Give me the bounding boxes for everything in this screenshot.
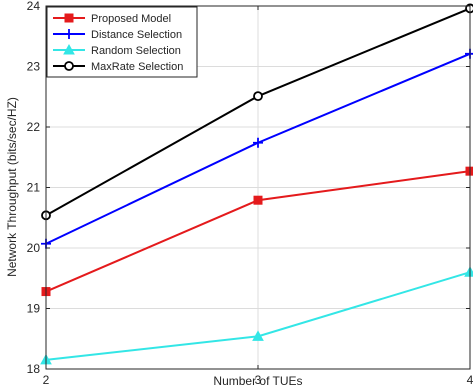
y-axis-label: Network Throughput (bits/sec/HZ)	[5, 97, 19, 277]
data-point	[253, 137, 263, 148]
legend-label: MaxRate Selection	[91, 61, 183, 73]
y-tick-label: 18	[27, 362, 41, 376]
legend-marker	[64, 61, 74, 71]
legend-label: Distance Selection	[91, 29, 182, 41]
y-tick-label: 23	[27, 60, 41, 74]
legend-label: Proposed Model	[91, 13, 171, 25]
y-tick-label: 22	[27, 120, 41, 134]
x-tick-label: 3	[255, 373, 262, 387]
legend-item: Distance Selection	[53, 29, 182, 41]
series-distance-selection	[41, 48, 473, 249]
data-point	[465, 48, 473, 59]
data-point	[253, 195, 263, 205]
legend-item: Proposed Model	[53, 13, 171, 25]
x-tick-label: 4	[467, 373, 473, 387]
legend-label: Random Selection	[91, 45, 181, 57]
y-tick-label: 20	[27, 241, 41, 255]
x-tick-label: 2	[43, 373, 50, 387]
series-layer	[40, 3, 473, 365]
series-random-selection	[40, 266, 473, 365]
legend-marker	[64, 29, 74, 39]
x-axis-label: Number of TUEs	[213, 374, 302, 388]
data-point	[252, 330, 264, 341]
legend-marker	[63, 43, 75, 55]
y-tick-label: 21	[27, 181, 41, 195]
legend-marker	[64, 13, 74, 23]
data-point	[253, 91, 263, 102]
legend-item: Random Selection	[53, 43, 181, 57]
data-point	[464, 266, 473, 277]
legend: Proposed Model Distance Selection Random S…	[46, 6, 198, 78]
legend-item: MaxRate Selection	[53, 61, 183, 73]
y-tick-label: 19	[27, 302, 41, 316]
y-tick-label: 24	[27, 0, 41, 13]
